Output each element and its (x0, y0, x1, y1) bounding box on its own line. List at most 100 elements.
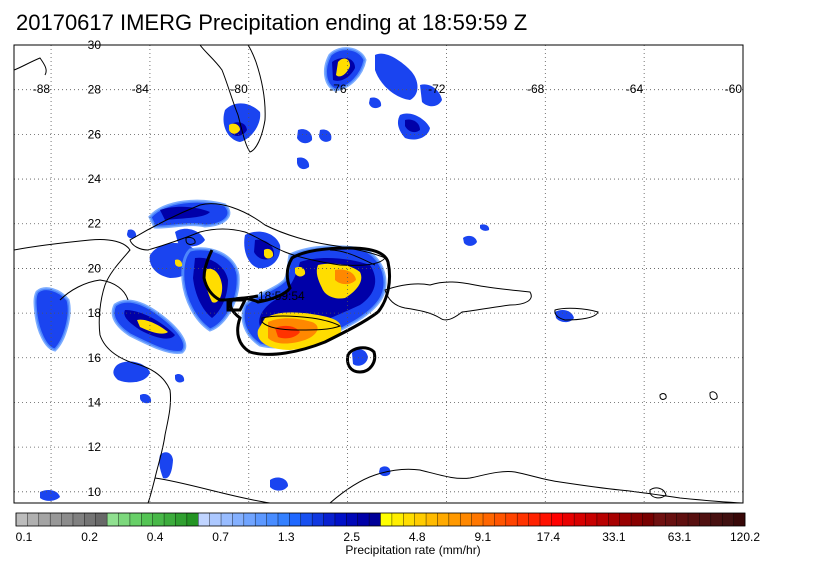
track-time-label: 18:59:54 (258, 289, 305, 303)
colorbar-swatch (300, 513, 313, 526)
colorbar-swatch (596, 513, 609, 526)
colorbar-tick-label: 17.4 (537, 530, 561, 544)
lon-tick-label: -72 (428, 82, 446, 96)
colorbar-swatch (551, 513, 564, 526)
colorbar-swatch (221, 513, 233, 526)
colorbar-swatch (426, 513, 438, 526)
colorbar-swatch (665, 513, 677, 526)
colorbar-swatch (528, 513, 541, 526)
lon-tick-label: -88 (33, 82, 51, 96)
colorbar-tick-label: 0.4 (147, 530, 164, 544)
colorbar-swatch (585, 513, 598, 526)
colorbar-swatch (118, 513, 131, 526)
colorbar-tick-labels: 0.1 0.2 0.4 0.7 1.3 2.5 4.8 9.1 17.4 33.1 63.1 120.… (16, 530, 761, 544)
colorbar-swatch (676, 513, 689, 526)
page-title: 20170617 IMERG Precipitation ending at 1… (16, 10, 528, 35)
colorbar-swatch (164, 513, 176, 526)
colorbar-tick-label: 120.2 (730, 530, 760, 544)
colorbar-swatch (72, 513, 85, 526)
colorbar-swatch (642, 513, 655, 526)
colorbar-tick-label: 2.5 (343, 530, 360, 544)
longitude-labels: -88 -84 -80 -76 -72 -68 -64 -60 (33, 82, 743, 96)
colorbar-swatch (688, 513, 700, 526)
colorbar-swatch (27, 513, 40, 526)
colorbar-swatch (733, 513, 746, 526)
colorbar-swatch (574, 513, 586, 526)
colorbar-tick-label: 63.1 (668, 530, 692, 544)
colorbar-swatch (232, 513, 245, 526)
colorbar-swatch (369, 513, 381, 526)
colorbar-swatch (722, 513, 734, 526)
colorbar-swatch (562, 513, 575, 526)
colorbar-swatch (414, 513, 427, 526)
bahamas-coast (329, 249, 376, 266)
colorbar-swatch (517, 513, 529, 526)
lon-tick-label: -64 (626, 82, 644, 96)
lon-tick-label: -80 (230, 82, 248, 96)
lat-tick-label: 22 (88, 217, 102, 231)
coastlines (14, 45, 743, 503)
lat-tick-label: 26 (88, 127, 102, 141)
colorbar-frame (15, 512, 746, 527)
colorbar-swatch (539, 513, 552, 526)
colorbar-swatch (95, 513, 108, 526)
colorbar-swatch (403, 513, 415, 526)
gulf-coast (14, 57, 47, 76)
colorbar-swatch (391, 513, 404, 526)
colorbar-swatch (460, 513, 472, 526)
colorbar-swatch (50, 513, 62, 526)
map-frame (13, 44, 744, 504)
colorbar-swatch (277, 513, 290, 526)
lat-tick-label: 24 (88, 172, 102, 186)
colorbar-swatch (186, 513, 199, 526)
lat-tick-label: 12 (88, 440, 102, 454)
isle-of-youth (185, 236, 196, 245)
lon-tick-label: -76 (329, 82, 347, 96)
lon-tick-label: -68 (527, 82, 545, 96)
colorbar-swatch (175, 513, 188, 526)
colorbar-swatch (346, 513, 359, 526)
colorbar-swatch (84, 513, 97, 526)
colorbar-swatch (494, 513, 507, 526)
colorbar-swatch (483, 513, 495, 526)
central-america-coast (14, 239, 171, 503)
colorbar-swatch (357, 513, 370, 526)
south-america-coast (329, 468, 743, 503)
colorbar-swatch (631, 513, 643, 526)
colorbar-swatch (266, 513, 279, 526)
lat-tick-label: 18 (88, 306, 102, 320)
colorbar-tick-label: 4.8 (409, 530, 426, 544)
colorbar-swatch (198, 513, 210, 526)
lon-tick-label: -84 (132, 82, 150, 96)
lon-tick-label: -60 (725, 82, 743, 96)
colorbar-caption: Precipitation rate (mm/hr) (345, 543, 481, 557)
lesser-antilles (659, 393, 667, 400)
colorbar-swatch (16, 513, 28, 526)
colorbar-swatch (323, 513, 336, 526)
jamaica-coast (261, 315, 342, 331)
colorbar-swatch (152, 513, 165, 526)
cuba-coast (129, 203, 386, 266)
storm-outlines (202, 246, 392, 374)
colorbar-swatch (107, 513, 119, 526)
colorbar-swatch (619, 513, 632, 526)
colorbar-swatch (312, 513, 324, 526)
yucatan-coast (59, 279, 129, 301)
colorbar-swatch (38, 513, 51, 526)
colorbar-swatch (61, 513, 74, 526)
colorbar-swatch (505, 513, 518, 526)
colorbar-tick-label: 1.3 (278, 530, 295, 544)
colorbar-tick-label: 9.1 (474, 530, 491, 544)
panama-coast (154, 477, 271, 503)
florida-coast (199, 45, 266, 153)
lat-tick-label: 20 (88, 261, 102, 275)
colorbar-swatch (129, 513, 142, 526)
colorbar-tick-label: 0.1 (16, 530, 33, 544)
colorbar-swatch (334, 513, 347, 526)
barbados-coast (709, 391, 718, 400)
lat-tick-label: 14 (88, 395, 102, 409)
colorbar-swatch (710, 513, 723, 526)
colorbar-swatch (653, 513, 666, 526)
